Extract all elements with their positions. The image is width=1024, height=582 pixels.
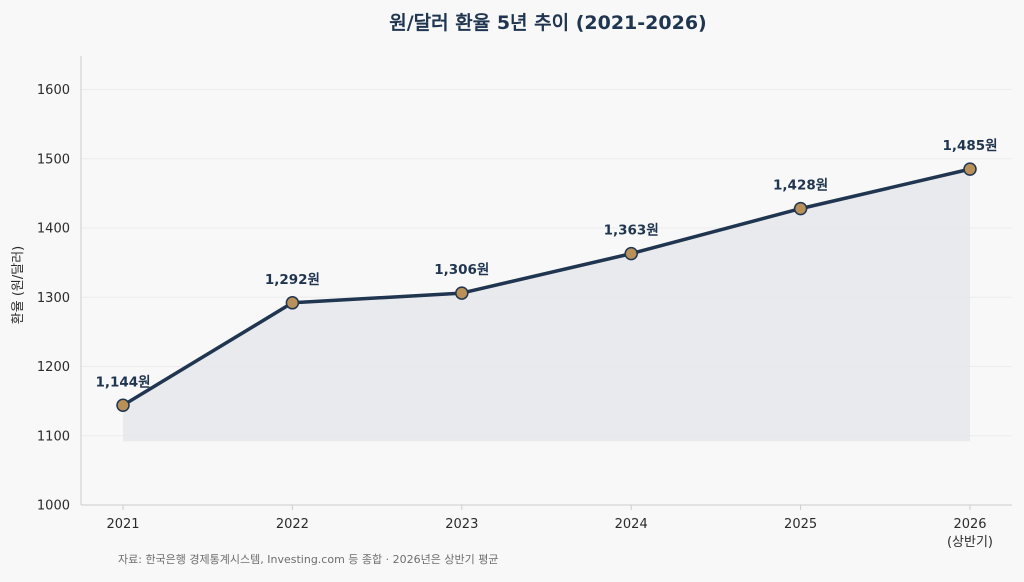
- data-point-marker: [793, 201, 808, 216]
- y-tick-label: 1200: [37, 360, 70, 375]
- y-tick-label: 1300: [37, 291, 70, 306]
- data-label-layer: 1,144원 1,292원 1,306원 1,363원 1,428원 1,485원: [95, 138, 997, 390]
- axis-layer: 1000 1100 1200 1300 1400 1500 1600 2021 2022 2023…: [37, 56, 1012, 550]
- data-point-marker: [455, 286, 469, 300]
- data-point-marker: [963, 162, 977, 176]
- data-label: 1,428원: [773, 178, 828, 194]
- data-label: 1,292원: [265, 272, 320, 288]
- x-tick-label: 2021: [106, 517, 139, 532]
- area-layer: [123, 169, 970, 442]
- series-line: [121, 167, 972, 408]
- data-point-marker: [624, 246, 638, 261]
- y-tick-label: 1600: [37, 83, 70, 98]
- line-layer: [121, 167, 972, 408]
- x-tick-label: 2025: [784, 517, 817, 532]
- x-tick-label: 2022: [276, 517, 309, 532]
- data-label: 1,363원: [604, 223, 659, 239]
- data-point-marker: [285, 296, 300, 310]
- x-tick-label: 2023: [445, 517, 478, 532]
- x-tick-label: 2026: [953, 517, 986, 532]
- source-note: 자료: 한국은행 경제통계시스템, Investing.com 등 종합 · 2…: [118, 553, 498, 566]
- x-tick-label: 2024: [615, 517, 648, 532]
- data-label: 1,306원: [434, 262, 489, 278]
- y-tick-label: 1000: [37, 499, 70, 514]
- chart-title: 원/달러 환율 5년 추이 (2021-2026): [389, 12, 706, 34]
- marker-layer: [116, 162, 977, 413]
- data-label: 1,144원: [95, 374, 150, 390]
- y-axis-title: 환율 (원/달러): [11, 246, 26, 324]
- area-fill: [123, 169, 970, 442]
- data-label: 1,485원: [942, 138, 997, 154]
- y-tick-label: 1100: [37, 429, 70, 444]
- data-point-marker: [116, 398, 130, 413]
- y-tick-label: 1400: [37, 222, 70, 237]
- x-tick-sublabel: (상반기): [947, 535, 993, 550]
- y-tick-label: 1500: [37, 152, 70, 167]
